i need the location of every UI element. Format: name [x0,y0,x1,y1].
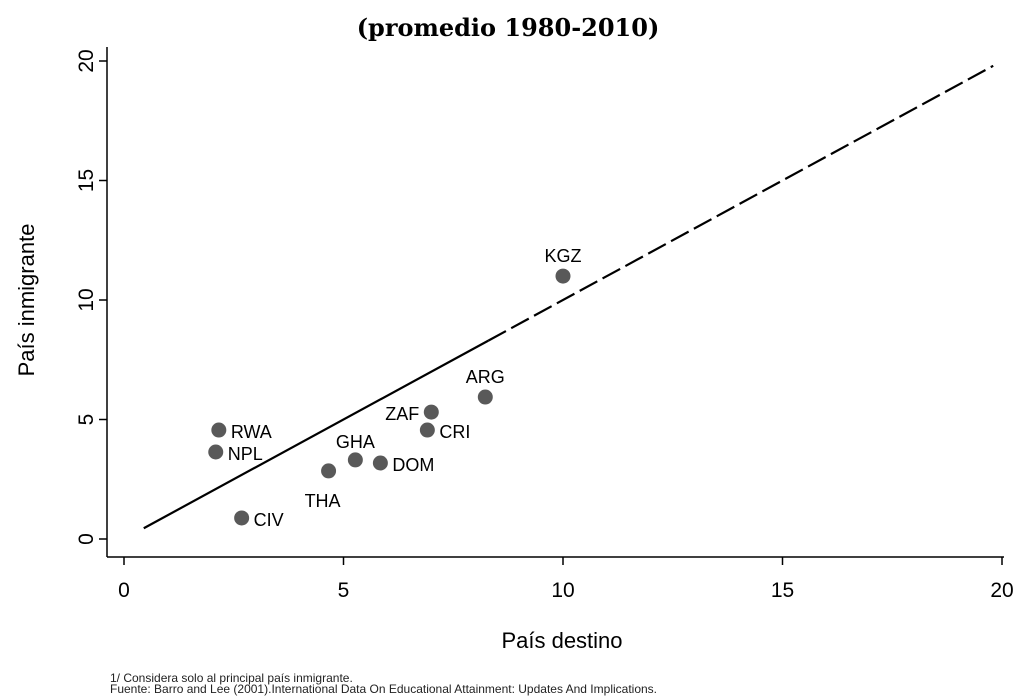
x-tick-label: 10 [551,579,574,602]
x-tick-label: 15 [771,579,794,602]
point [477,389,493,405]
x-tick-label: 5 [338,579,350,602]
point-label: GHA [336,432,375,452]
x-tick-label: 0 [118,579,130,602]
x-axis-title: País destino [501,628,622,653]
point-label: CIV [254,510,284,530]
reference-line [487,64,994,342]
point [555,268,571,284]
footnote: Fuente: Barro and Lee (2001).Internation… [110,682,657,696]
point [208,444,224,460]
point-label: ZAF [385,404,419,424]
point [419,422,435,438]
point-label: RWA [231,422,272,442]
footnote: 1/ Considera solo al principal país inmi… [110,671,353,685]
point-label: CRI [439,422,470,442]
x-tick-label: 20 [990,579,1013,602]
point-label: NPL [228,444,263,464]
reference-line [143,339,489,530]
point-label: THA [305,491,341,511]
point-label: KGZ [544,246,581,266]
point-label: ARG [466,367,505,387]
y-tick-label: 20 [75,49,98,72]
y-axis-title: País inmigrante [14,224,39,377]
point [372,455,388,471]
point [321,463,337,479]
point-label: DOM [392,455,434,475]
y-tick-label: 5 [75,414,98,426]
y-tick-label: 0 [75,533,98,545]
y-tick-label: 15 [75,169,98,192]
y-tick-label: 10 [75,288,98,311]
point [423,404,439,420]
chart-title: (promedio 1980-2010) [357,13,660,42]
point [211,422,227,438]
point [234,510,250,526]
point [347,452,363,468]
